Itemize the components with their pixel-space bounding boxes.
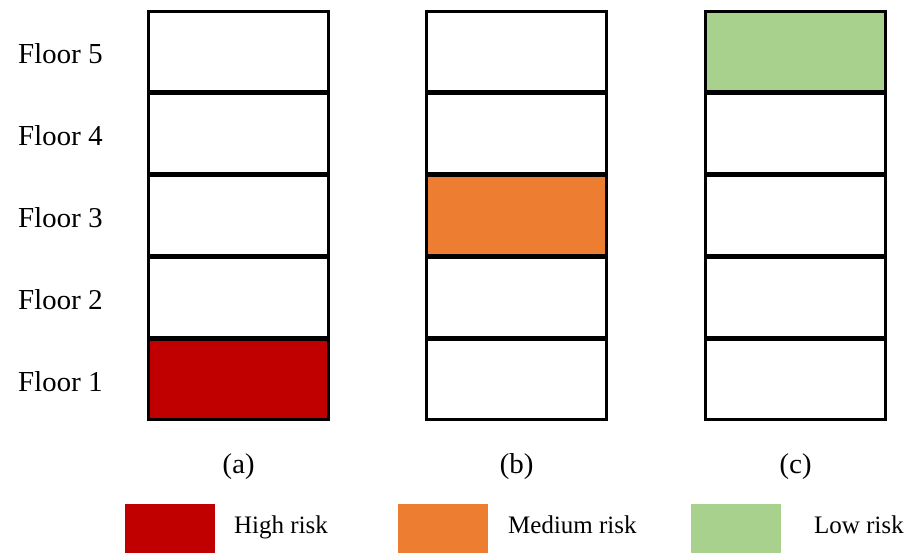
building-c-floor-1 <box>704 338 887 421</box>
building-a-floor-2 <box>147 256 330 339</box>
building-b-floor-4 <box>425 92 608 175</box>
building-b-floor-5 <box>425 10 608 93</box>
building-a-floor-4 <box>147 92 330 175</box>
floor-label-5: Floor 5 <box>18 38 103 70</box>
building-c <box>704 10 887 421</box>
building-c-floor-2 <box>704 256 887 339</box>
panel-label-c: (c) <box>779 448 812 480</box>
building-c-floor-5 <box>704 10 887 93</box>
panel-label-a: (a) <box>222 448 255 480</box>
legend-swatch-medium-risk <box>398 504 488 553</box>
building-c-floor-3 <box>704 174 887 257</box>
legend-swatch-low-risk <box>691 504 781 553</box>
legend-label-low-risk: Low risk <box>814 512 904 539</box>
building-a-floor-3 <box>147 174 330 257</box>
floor-label-3: Floor 3 <box>18 202 103 234</box>
panel-label-b: (b) <box>499 448 534 480</box>
floor-label-4: Floor 4 <box>18 120 103 152</box>
floor-label-2: Floor 2 <box>18 284 103 316</box>
legend-label-medium-risk: Medium risk <box>508 512 637 539</box>
building-b-floor-1 <box>425 338 608 421</box>
building-a <box>147 10 330 421</box>
building-b-floor-3 <box>425 174 608 257</box>
building-c-floor-4 <box>704 92 887 175</box>
building-a-floor-1 <box>147 338 330 421</box>
floor-label-1: Floor 1 <box>18 366 103 398</box>
building-b-floor-2 <box>425 256 608 339</box>
building-a-floor-5 <box>147 10 330 93</box>
building-b <box>425 10 608 421</box>
legend-label-high-risk: High risk <box>234 512 328 539</box>
legend-swatch-high-risk <box>125 504 215 553</box>
